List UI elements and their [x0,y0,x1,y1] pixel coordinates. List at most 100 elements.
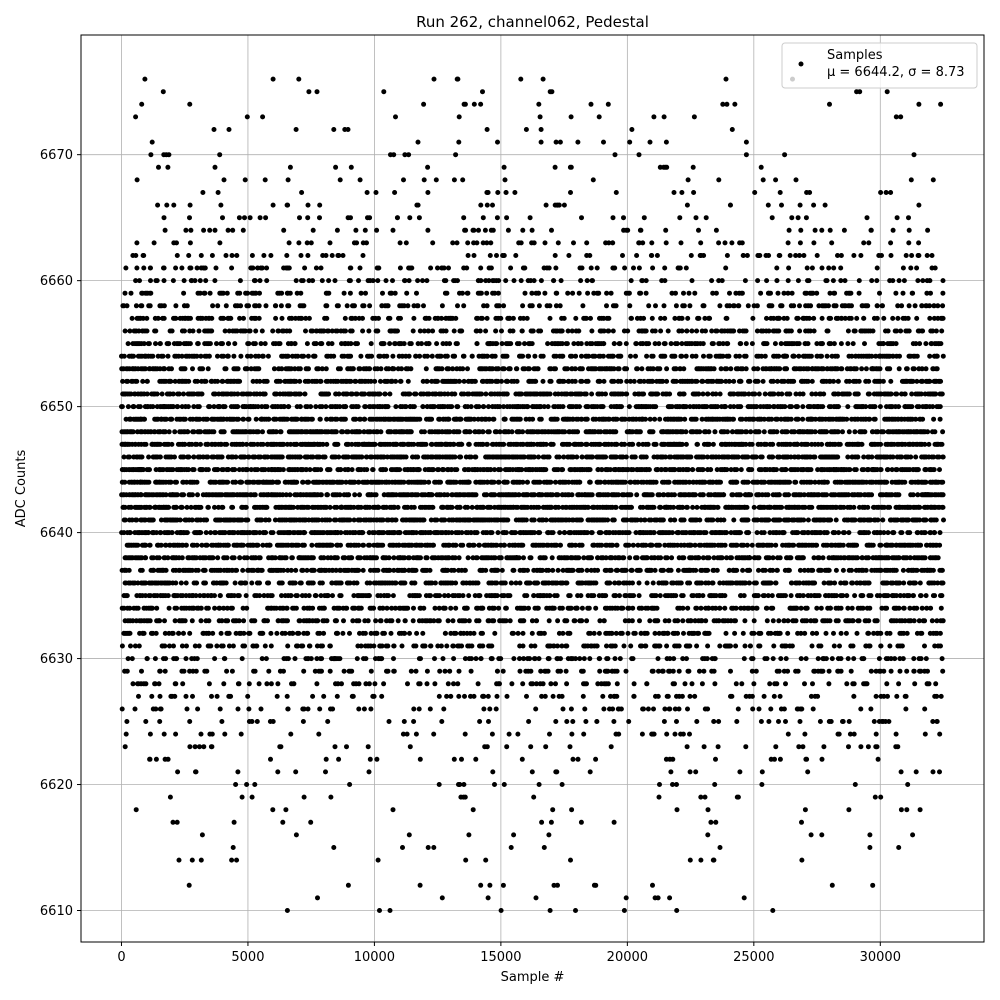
sample-row-6649 [123,416,943,422]
x-tick-label: 20000 [607,950,648,965]
legend-series-name: Samples [827,48,883,63]
sample-row-6648 [119,429,946,435]
sample-row-6667 [200,190,894,195]
outlier-point [537,114,543,120]
x-tick-label: 5000 [231,950,264,965]
sample-row-6612 [186,882,835,888]
outlier-point [691,114,697,120]
x-axis-title: Sample # [501,970,565,985]
sample-row-6626 [119,706,928,712]
sample-row-6666 [155,202,922,208]
sample-row-6658 [120,303,946,309]
sample-row-6641 [121,517,946,523]
outlier-point [651,114,657,120]
sample-row-6664 [162,227,931,233]
outlier-point [551,882,557,888]
y-axis-title: ADC Counts [14,450,29,528]
sample-row-6652 [120,378,944,384]
outlier-point [710,857,716,863]
sample-row-6632 [121,630,943,636]
x-tick-label: 25000 [733,950,774,965]
sample-row-6629 [122,668,946,674]
sample-row-6633 [122,618,946,624]
legend-stats-label: μ = 6644.2, σ = 8.73 [827,65,965,80]
sample-row-6655 [125,341,944,347]
sample-row-6623 [122,744,901,750]
y-tick-label: 6640 [40,526,73,541]
y-tick-label: 6670 [40,148,73,163]
sample-row-6675 [160,89,890,95]
sample-row-6665 [161,215,911,221]
outlier-point [471,101,477,107]
sample-row-6646 [121,454,946,460]
axis-ticks: 0 5000 10000 15000 20000 25000 30000 6610 6620 66… [40,148,901,965]
outlier-point [500,882,506,888]
sample-row-6650 [119,404,943,410]
y-tick-label: 6620 [40,778,73,793]
outlier-point [483,857,489,863]
outlier-point [478,101,484,107]
sample-row-6672 [211,127,735,132]
y-tick-label: 6610 [40,904,73,919]
sample-row-6659 [122,290,946,296]
sample-row-6644 [119,479,946,485]
sample-row-6630 [125,656,945,662]
sample-row-6622 [147,756,881,762]
outlier-point [187,101,193,107]
sample-row-6625 [124,718,940,725]
outlier-point [732,101,738,107]
outlier-point [139,101,145,107]
sample-row-6611 [439,895,747,901]
sample-row-6651 [120,391,945,397]
sample-row-6617 [170,819,804,825]
sample-row-6619 [167,794,884,800]
outlier-point [799,857,805,863]
sample-row-6621 [175,769,943,775]
sample-row-6635 [121,593,945,599]
sample-row-6654 [119,353,946,359]
outlier-point [870,882,876,888]
sample-row-6647 [119,441,945,447]
sample-row-6663 [134,240,922,246]
x-tick-label: 15000 [480,950,521,965]
sample-row-6628 [130,681,939,687]
sample-row-6610 [284,908,776,913]
legend-marker [798,61,804,67]
outlier-point [234,857,240,863]
y-tick-label: 6660 [40,274,73,289]
y-tick-label: 6650 [40,400,73,415]
sample-row-6645 [119,467,943,473]
y-tick-label: 6630 [40,652,73,667]
sample-row-6660 [133,278,946,284]
legend: Samples μ = 6644.2, σ = 8.73 [781,42,978,89]
outlier-point [573,908,578,914]
outlier-point [315,895,320,901]
sample-row-6640 [119,530,943,536]
x-tick-label: 0 [117,950,125,965]
outlier-point [189,857,195,863]
sample-row-6631 [119,643,943,649]
outlier-point [536,101,542,107]
sample-row-6656 [122,328,945,334]
sample-row-6657 [129,315,946,321]
sample-row-6642 [120,504,946,510]
sample-row-6627 [136,693,944,699]
data-points [119,76,946,914]
sample-row-6634 [119,605,944,611]
sample-row-6638 [122,555,941,561]
sample-row-6639 [124,542,943,548]
sample-row-6662 [130,253,935,258]
sample-row-6614 [176,857,717,863]
sample-row-6637 [119,567,945,573]
x-tick-label: 10000 [354,950,395,965]
outlier-point [547,89,553,95]
sample-row-6653 [119,366,940,372]
sample-row-6636 [122,580,946,586]
outlier-point [455,76,461,82]
sample-row-6661 [123,265,938,271]
legend-box [781,42,978,89]
x-tick-label: 30000 [860,950,901,965]
plot-frame [80,34,985,943]
